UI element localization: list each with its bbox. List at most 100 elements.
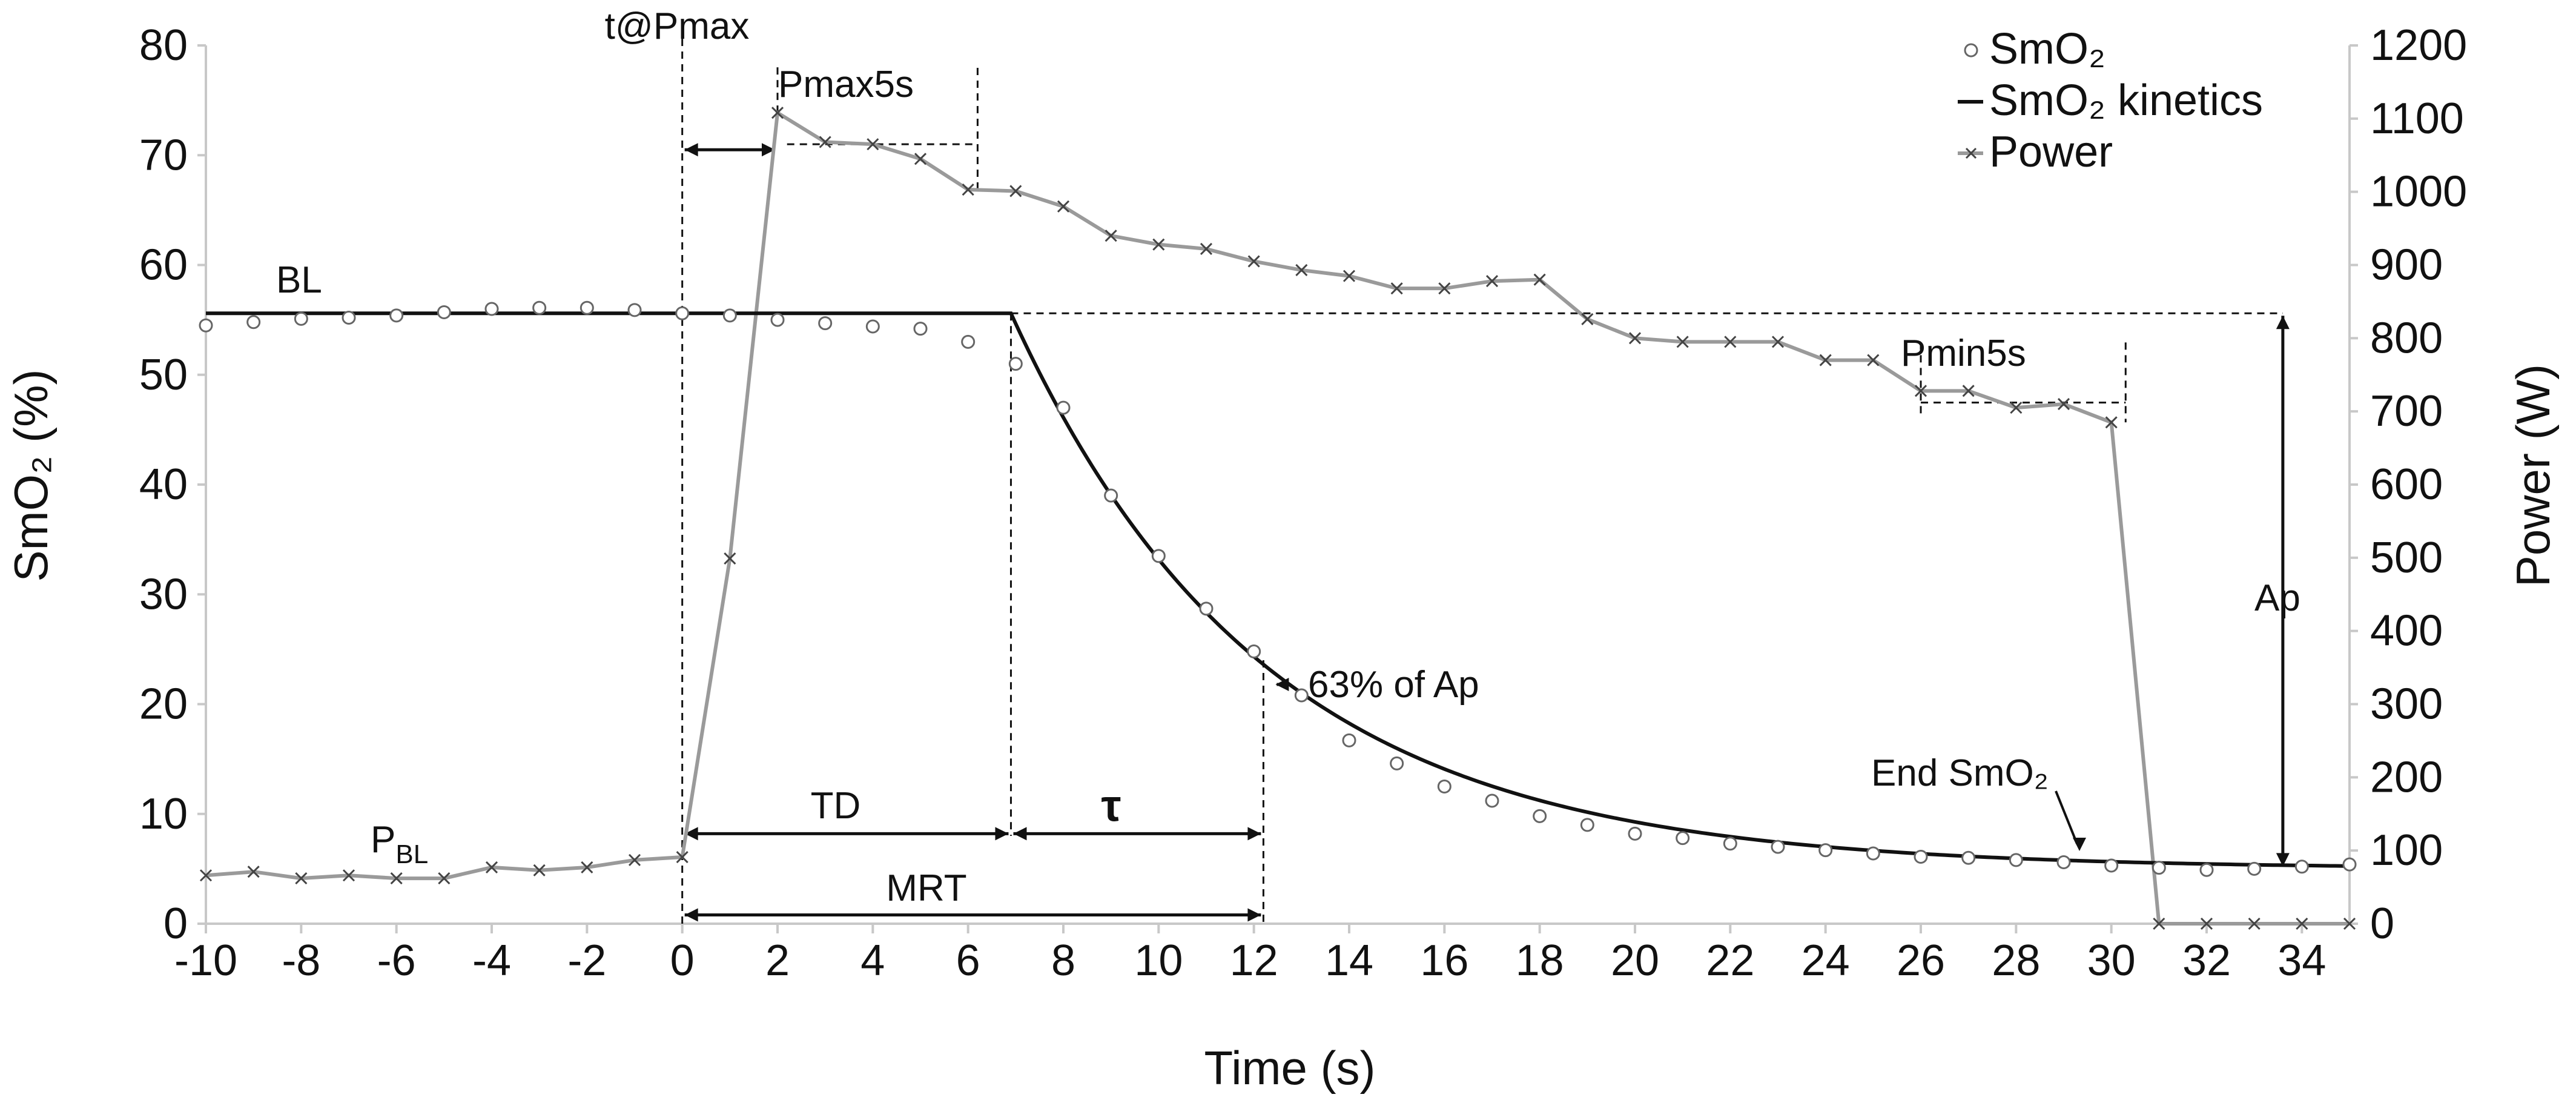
smo2-point: [1771, 840, 1785, 854]
y-right-tick-label: 600: [2370, 460, 2443, 509]
power-point: [1628, 332, 1642, 345]
power-point: [1200, 242, 1213, 255]
power-point: [962, 183, 974, 196]
power-point: [2248, 917, 2261, 930]
label-p-bl-main: P: [371, 819, 395, 861]
smo2-point: [1151, 549, 1166, 563]
x-tick-label: 12: [1230, 936, 1278, 985]
smo2-point: [1580, 818, 1594, 832]
power-point: [438, 872, 451, 885]
smo2-point: [1628, 826, 1642, 841]
smo2-point: [1961, 850, 1976, 865]
y-axis-right-title: Power (W): [2506, 364, 2560, 587]
smo2-point: [2009, 853, 2023, 867]
y-right-tick-label: 700: [2370, 387, 2443, 436]
arrow-t-at-pmax-head-right: [762, 143, 775, 157]
smo2-point: [580, 300, 594, 315]
arrow-td-head-left: [684, 827, 698, 841]
y-right-tick-label: 800: [2370, 314, 2443, 362]
power-point: [1581, 313, 1594, 325]
smo2-point: [1008, 357, 1023, 371]
y-right-tick-label: 400: [2370, 607, 2443, 655]
x-tick-label: 6: [956, 936, 980, 985]
power-point: [247, 866, 260, 878]
power-point: [1867, 354, 1880, 366]
arrow-mrt-head-left: [684, 908, 698, 922]
x-tick-label: 18: [1516, 936, 1564, 985]
arrow-ap-head-down: [2276, 853, 2290, 867]
power-point: [1009, 185, 1022, 197]
label-pmax5s: Pmax5s: [778, 64, 914, 105]
power-point: [1152, 238, 1165, 251]
x-tick-label: 2: [765, 936, 790, 985]
power-point: [1295, 263, 1308, 277]
y-left-tick-label: 20: [139, 680, 188, 729]
y-left-tick-label: 10: [139, 790, 188, 838]
smo2-point: [722, 308, 737, 323]
legend-label: SmO₂: [1989, 25, 2105, 73]
smo2-point: [1676, 831, 1690, 846]
power-point: [1057, 200, 1070, 213]
smo2-point: [199, 318, 213, 333]
label-pmin5s: Pmin5s: [1901, 333, 2026, 374]
smo2-point: [1247, 644, 1261, 658]
smo2-point: [1056, 400, 1071, 415]
smo2-kinetics-line: [206, 311, 2350, 868]
y-left-tick-label: 80: [139, 21, 188, 70]
power-point: [199, 869, 213, 882]
label-t-at-pmax: t@Pmax: [605, 5, 750, 47]
smo2-point: [865, 319, 880, 334]
label-p-bl: PBL: [371, 819, 428, 869]
power-point: [819, 136, 831, 148]
y-left-tick-label: 30: [139, 570, 188, 618]
power-point: [2057, 398, 2070, 411]
x-tick-label: 20: [1611, 936, 1659, 985]
power-point: [2105, 416, 2118, 429]
smo2-point: [1437, 779, 1451, 793]
smo2-point: [246, 315, 261, 330]
x-tick-label: -6: [377, 936, 416, 985]
smo2-point: [913, 322, 928, 336]
power-point: [628, 853, 641, 866]
smo2-point: [2247, 861, 2262, 876]
power-point: [1485, 275, 1499, 288]
x-tick-label: 8: [1051, 936, 1075, 985]
smo2-point: [1390, 756, 1404, 770]
y-right-tick-label: 1000: [2370, 168, 2467, 216]
label-bl: BL: [276, 259, 322, 301]
smo2-point: [2342, 857, 2357, 872]
y-left-tick-label: 40: [139, 460, 188, 509]
power-point: [1342, 270, 1356, 282]
power-point: [1676, 336, 1689, 348]
smo2-point: [627, 303, 642, 317]
smo2-point: [389, 308, 404, 323]
x-tick-label: 24: [1802, 936, 1850, 985]
series-layer: [199, 107, 2357, 930]
x-tick-label: 26: [1897, 936, 1945, 985]
legend-marker-smo2: [1964, 43, 1978, 58]
power-point: [2343, 917, 2356, 930]
y-left-tick-label: 0: [163, 899, 188, 948]
smo2-point: [2152, 861, 2166, 875]
power-point: [771, 107, 784, 119]
label-td: TD: [811, 785, 861, 827]
power-point: [485, 861, 498, 874]
y-right-tick-label: 900: [2370, 241, 2443, 290]
y-right-tick-label: 100: [2370, 826, 2443, 875]
smo2-point: [1104, 488, 1118, 503]
power-point: [1438, 282, 1451, 295]
arrow-td-head-right: [995, 827, 1009, 841]
power-point: [914, 153, 927, 165]
x-tick-label: 16: [1420, 936, 1468, 985]
smo2-point: [437, 305, 451, 319]
smo2-point: [1485, 793, 1499, 808]
power-point: [1914, 385, 1927, 397]
smo2-point: [770, 313, 785, 327]
power-point: [2200, 917, 2213, 930]
x-tick-label: 22: [1706, 936, 1754, 985]
power-point: [1724, 336, 1737, 348]
power-point: [342, 869, 355, 882]
axes: -10 -8 -6 -4 -2 0 2 4 6 8 10 12 14 16 18 20 22 24 26 28 30 32…: [139, 21, 2467, 985]
